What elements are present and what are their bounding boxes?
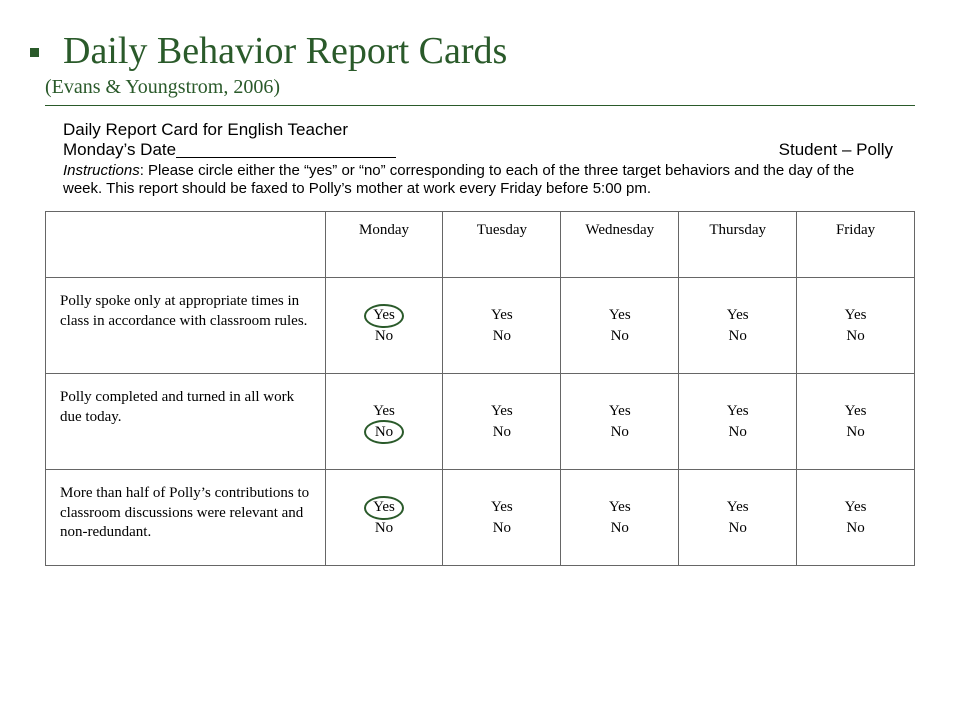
yes-option[interactable]: Yes [449,497,554,517]
title-rule [45,105,915,106]
no-option[interactable]: No [567,326,672,346]
table-header-row: Monday Tuesday Wednesday Thursday Friday [46,212,915,278]
no-option[interactable]: No [332,518,437,538]
yesno-cell[interactable]: YesNo [797,374,915,470]
no-option[interactable]: No [685,326,790,346]
day-header: Tuesday [443,212,561,278]
no-option[interactable]: No [332,326,437,346]
yesno-cell[interactable]: YesNo [443,374,561,470]
yesno-cell[interactable]: YesNo [561,278,679,374]
yesno-cell[interactable]: YesNo [561,374,679,470]
yes-option[interactable]: Yes [332,401,437,421]
page-subtitle: (Evans & Youngstrom, 2006) [45,76,915,99]
no-option[interactable]: No [803,422,908,442]
yes-option[interactable]: Yes [449,305,554,325]
day-header: Wednesday [561,212,679,278]
no-option[interactable]: No [567,422,672,442]
instructions-text: : Please circle either the “yes” or “no”… [63,162,854,198]
title-bullet [30,48,39,57]
behavior-cell: More than half of Polly’s contributions … [46,470,326,566]
yesno-cell[interactable]: YesNo [679,470,797,566]
table-row: Polly spoke only at appropriate times in… [46,278,915,374]
yesno-cell[interactable]: YesNo [325,374,443,470]
day-header: Monday [325,212,443,278]
date-label: Monday’s Date [63,140,176,160]
instructions: Instructions: Please circle either the “… [63,162,893,200]
behavior-header [46,212,326,278]
table-row: More than half of Polly’s contributions … [46,470,915,566]
no-option[interactable]: No [567,518,672,538]
student-label: Student – Polly [779,140,893,160]
page-title: Daily Behavior Report Cards [63,30,915,74]
behavior-cell: Polly completed and turned in all work d… [46,374,326,470]
day-header: Thursday [679,212,797,278]
no-option[interactable]: No [449,422,554,442]
yesno-cell[interactable]: YesNo [443,278,561,374]
yesno-cell[interactable]: YesNo [443,470,561,566]
yesno-cell[interactable]: YesNo [679,374,797,470]
yesno-cell[interactable]: YesNo [797,470,915,566]
date-blank[interactable] [176,140,396,159]
yesno-cell[interactable]: YesNo [325,278,443,374]
yesno-cell[interactable]: YesNo [325,470,443,566]
behavior-cell: Polly spoke only at appropriate times in… [46,278,326,374]
yes-option[interactable]: Yes [567,305,672,325]
no-option[interactable]: No [803,326,908,346]
yesno-cell[interactable]: YesNo [561,470,679,566]
yes-option[interactable]: Yes [685,401,790,421]
no-option[interactable]: No [449,518,554,538]
yes-option[interactable]: Yes [685,305,790,325]
yes-option[interactable]: Yes [332,497,437,517]
behavior-table: Monday Tuesday Wednesday Thursday Friday… [45,211,915,566]
no-option[interactable]: No [449,326,554,346]
yes-option[interactable]: Yes [567,401,672,421]
yesno-cell[interactable]: YesNo [797,278,915,374]
form-subject: Daily Report Card for English Teacher [63,120,915,140]
yes-option[interactable]: Yes [332,305,437,325]
yes-option[interactable]: Yes [803,497,908,517]
yesno-cell[interactable]: YesNo [679,278,797,374]
instructions-lead: Instructions [63,162,140,179]
no-option[interactable]: No [685,422,790,442]
yes-option[interactable]: Yes [449,401,554,421]
no-option[interactable]: No [685,518,790,538]
no-option[interactable]: No [803,518,908,538]
yes-option[interactable]: Yes [803,305,908,325]
form-dateline: Monday’s Date Student – Polly [63,140,893,160]
table-row: Polly completed and turned in all work d… [46,374,915,470]
yes-option[interactable]: Yes [685,497,790,517]
day-header: Friday [797,212,915,278]
yes-option[interactable]: Yes [567,497,672,517]
yes-option[interactable]: Yes [803,401,908,421]
no-option[interactable]: No [332,422,437,442]
